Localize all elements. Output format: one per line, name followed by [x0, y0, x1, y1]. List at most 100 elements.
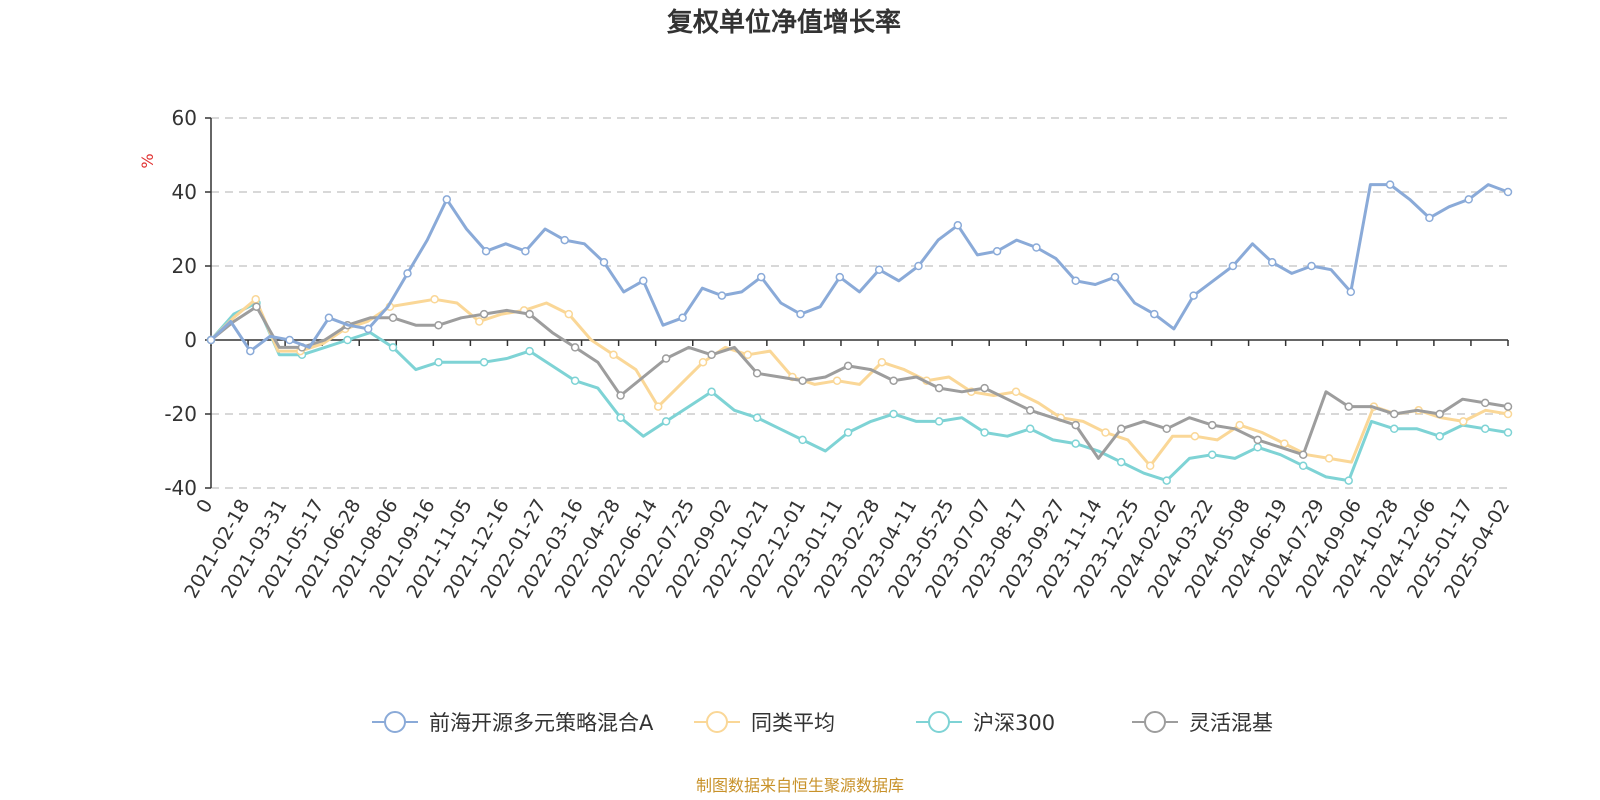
data-point[interactable]: [661, 354, 671, 363]
data-point[interactable]: [1280, 439, 1289, 448]
series-line[interactable]: [209, 183, 1510, 353]
data-point[interactable]: [707, 350, 716, 360]
data-point[interactable]: [832, 376, 842, 385]
data-point[interactable]: [403, 269, 412, 278]
data-point[interactable]: [1389, 409, 1399, 419]
data-point[interactable]: [1298, 461, 1308, 471]
data-point[interactable]: [479, 357, 489, 367]
data-point[interactable]: [1503, 428, 1513, 437]
data-point[interactable]: [1459, 417, 1468, 426]
data-point[interactable]: [1071, 420, 1080, 430]
data-point[interactable]: [796, 309, 805, 319]
data-point[interactable]: [1101, 428, 1110, 437]
data-point[interactable]: [1267, 258, 1277, 267]
data-point[interactable]: [1503, 409, 1513, 419]
data-point[interactable]: [1235, 420, 1244, 430]
data-point[interactable]: [1253, 435, 1262, 445]
data-point[interactable]: [980, 383, 989, 393]
data-point[interactable]: [1425, 213, 1434, 223]
data-point[interactable]: [363, 324, 373, 334]
data-point[interactable]: [874, 265, 884, 274]
data-point[interactable]: [246, 346, 255, 356]
data-point[interactable]: [1011, 387, 1021, 397]
legend[interactable]: 前海开源多元策略混合A 同类平均 沪深300 灵活混基: [372, 711, 1273, 735]
data-point[interactable]: [1389, 424, 1399, 434]
data-point[interactable]: [1253, 443, 1262, 452]
data-point[interactable]: [1480, 424, 1490, 434]
data-point[interactable]: [756, 272, 766, 282]
data-point[interactable]: [1480, 398, 1490, 408]
data-point[interactable]: [1324, 454, 1334, 463]
data-point[interactable]: [388, 313, 398, 323]
data-point[interactable]: [934, 417, 944, 426]
data-point[interactable]: [1464, 195, 1473, 204]
data-point[interactable]: [953, 221, 963, 230]
data-point[interactable]: [481, 246, 491, 256]
data-point[interactable]: [639, 276, 648, 286]
data-point[interactable]: [285, 335, 294, 345]
data-point[interactable]: [479, 309, 489, 319]
data-point[interactable]: [525, 309, 534, 319]
data-point[interactable]: [252, 302, 261, 311]
data-point[interactable]: [525, 346, 534, 356]
legend-item[interactable]: 同类平均: [694, 711, 835, 735]
data-point[interactable]: [1207, 450, 1217, 459]
data-point[interactable]: [1503, 402, 1513, 411]
data-point[interactable]: [1503, 187, 1513, 197]
data-point[interactable]: [616, 391, 625, 400]
data-point[interactable]: [1190, 431, 1200, 441]
data-point[interactable]: [707, 387, 716, 397]
data-point[interactable]: [1025, 406, 1035, 415]
data-point[interactable]: [752, 413, 762, 422]
data-point[interactable]: [980, 428, 989, 437]
data-point[interactable]: [1346, 287, 1356, 297]
data-point[interactable]: [324, 313, 334, 323]
data-point[interactable]: [616, 413, 625, 422]
data-point[interactable]: [934, 383, 944, 393]
data-point[interactable]: [1189, 291, 1198, 300]
data-point[interactable]: [1116, 424, 1126, 434]
data-point[interactable]: [717, 291, 727, 300]
data-point[interactable]: [1025, 424, 1035, 434]
data-point[interactable]: [889, 376, 898, 385]
series-line[interactable]: [209, 301, 1510, 483]
data-point[interactable]: [798, 376, 807, 385]
data-point[interactable]: [475, 317, 484, 326]
data-point[interactable]: [388, 343, 398, 352]
data-point[interactable]: [678, 313, 687, 323]
data-point[interactable]: [1228, 261, 1238, 271]
data-point[interactable]: [661, 417, 671, 426]
data-point[interactable]: [889, 409, 898, 419]
data-point[interactable]: [1150, 309, 1159, 319]
data-point[interactable]: [752, 369, 762, 378]
data-point[interactable]: [599, 258, 609, 267]
data-point[interactable]: [521, 246, 530, 256]
data-point[interactable]: [1110, 272, 1120, 282]
data-point[interactable]: [653, 402, 663, 411]
data-point[interactable]: [560, 235, 569, 245]
data-point[interactable]: [1385, 180, 1395, 189]
legend-item[interactable]: 沪深300: [916, 711, 1055, 735]
data-point[interactable]: [877, 357, 887, 367]
data-point[interactable]: [564, 309, 574, 319]
data-point[interactable]: [1116, 457, 1126, 467]
data-point[interactable]: [1298, 450, 1308, 459]
data-point[interactable]: [1162, 424, 1171, 434]
data-point[interactable]: [1435, 409, 1444, 419]
data-point[interactable]: [442, 195, 452, 204]
data-point[interactable]: [570, 343, 580, 352]
data-point[interactable]: [914, 261, 923, 271]
data-point[interactable]: [570, 376, 580, 385]
data-point[interactable]: [1435, 431, 1444, 441]
data-point[interactable]: [1032, 243, 1041, 252]
data-point[interactable]: [434, 320, 443, 330]
data-point[interactable]: [609, 350, 618, 360]
data-point[interactable]: [743, 350, 752, 360]
data-point[interactable]: [1344, 402, 1353, 411]
data-point[interactable]: [251, 295, 260, 304]
data-point[interactable]: [1071, 276, 1080, 286]
data-point[interactable]: [992, 246, 1002, 256]
data-point[interactable]: [1307, 261, 1316, 271]
series-line[interactable]: [209, 305, 1510, 460]
data-point[interactable]: [434, 357, 443, 367]
